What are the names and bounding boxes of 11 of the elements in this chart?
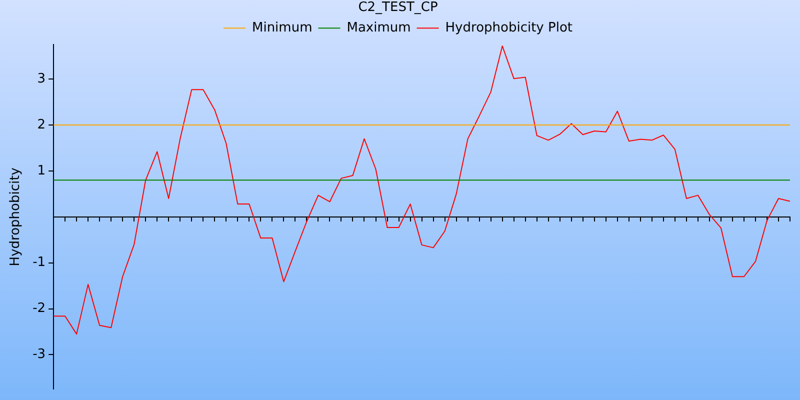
y-tick-label: -1: [32, 255, 46, 270]
y-tick-label: -2: [32, 301, 46, 316]
y-tick-label: -3: [32, 347, 46, 362]
chart-title: C2_TEST_CP: [358, 0, 438, 16]
legend-label: Maximum: [346, 20, 411, 36]
y-axis-title: Hydrophobicity: [8, 167, 24, 266]
legend-label: Hydrophobicity Plot: [445, 20, 573, 36]
y-tick-label: 1: [37, 163, 46, 178]
y-tick-label: 2: [37, 117, 46, 132]
y-tick-label: 3: [37, 71, 46, 86]
legend-label: Minimum: [252, 20, 312, 36]
